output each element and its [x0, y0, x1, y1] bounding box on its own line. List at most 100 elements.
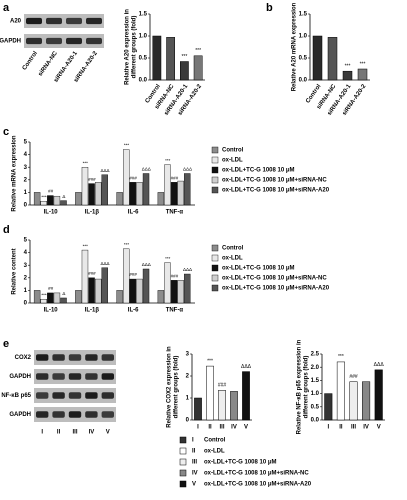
blot-band [52, 354, 65, 361]
significance-label: *** [207, 358, 213, 364]
significance-label: Δ [62, 194, 65, 199]
y-tick-label: 0.5 [139, 56, 148, 62]
bar [357, 68, 368, 81]
panel-label: b [266, 2, 273, 14]
bar [40, 201, 47, 206]
legend-label: ox-LDL+TC-G 1008 10 μM+siRNA-A20 [204, 482, 312, 488]
bar [116, 290, 123, 304]
legend-swatch [211, 186, 219, 194]
blot-band [101, 411, 114, 418]
legend-swatch [211, 284, 219, 292]
legend-label: ox-LDL+TC-G 1008 10 μM+siRNA-A20 [222, 188, 330, 194]
legend-swatch [211, 264, 219, 272]
y-tick-label: 4 [24, 152, 28, 158]
blot-band [52, 392, 65, 399]
legend-swatch [179, 447, 187, 455]
legend-swatch [211, 166, 219, 174]
bar [184, 273, 191, 304]
legend-code: III [192, 460, 197, 466]
bar [123, 248, 130, 304]
blot-row-label: GAPDH [9, 412, 31, 418]
y-tick-label: 0.5 [311, 404, 320, 410]
y-tick-label: 1.0 [299, 34, 308, 40]
x-tick-label: IL-10 [44, 308, 59, 314]
blot-band [52, 411, 65, 418]
x-tick-label: I [197, 425, 199, 431]
x-tick-label: TNF-α [166, 308, 184, 314]
legend-swatch [211, 244, 219, 252]
bar [123, 149, 130, 206]
y-axis-label: Relative A20 expression in [125, 9, 131, 85]
bar [142, 268, 150, 304]
bar [136, 278, 143, 304]
legend-swatch [211, 254, 219, 262]
x-tick-label: IL-1β [85, 308, 100, 314]
bar [47, 292, 54, 304]
y-axis-label: different groups (fold) [132, 16, 138, 79]
y-axis-label: Relative NF-κB p65 expression in [297, 339, 303, 434]
y-axis-label: different groups (fold) [304, 356, 310, 419]
bar [75, 290, 82, 304]
legend-swatch [179, 436, 187, 444]
significance-label: ### [129, 272, 137, 277]
legend-label: ox-LDL+TC-G 1008 10 μM+siRNA-NC [222, 178, 327, 184]
significance-label: *** [41, 194, 47, 199]
bar [177, 180, 184, 206]
y-tick-label: 0.5 [299, 56, 308, 62]
bar [47, 195, 54, 206]
significance-label: ΔΔΔ [101, 168, 110, 173]
legend-label: Control [222, 246, 244, 252]
blot-band [36, 392, 49, 399]
bar [164, 164, 171, 206]
panel-label: e [3, 338, 9, 350]
blot-band [68, 354, 82, 361]
significance-label: ## [48, 286, 54, 291]
significance-label: *** [83, 160, 89, 165]
panel-label: a [3, 2, 10, 14]
y-tick-label: 5 [24, 140, 28, 146]
legend-label: Control [204, 438, 226, 444]
significance-label: *** [83, 243, 89, 248]
y-tick-label: 0 [24, 203, 28, 209]
blot-row-label: GAPDH [9, 374, 31, 380]
bar [312, 35, 323, 81]
bar [40, 299, 47, 304]
x-tick-label: IV [231, 425, 237, 431]
bar [94, 278, 102, 304]
bar [170, 280, 178, 304]
blot-lane-label: V [106, 430, 110, 436]
blot-lane-label: IV [89, 430, 95, 436]
blot-band [46, 17, 62, 25]
legend-label: ox-LDL+TC-G 1008 10 μM [222, 266, 295, 272]
blot-lane-label: Control [22, 50, 39, 71]
y-tick-label: 3 [24, 165, 28, 171]
y-tick-label: 0.0 [139, 78, 148, 84]
y-tick-label: 1 [24, 288, 28, 294]
y-tick-label: 2.0 [311, 365, 320, 371]
legend-label: ox-LDL+TC-G 1008 10 μM+siRNA-A20 [222, 286, 330, 292]
blot-band [101, 373, 114, 380]
bar [157, 290, 165, 304]
significance-label: *** [41, 292, 47, 297]
blot-band [36, 411, 49, 418]
y-tick-label: 1.5 [311, 378, 320, 384]
bar [88, 183, 95, 206]
significance-label: ### [88, 271, 96, 276]
bar [33, 290, 41, 304]
blot-row-label: NF-κB p65 [1, 393, 31, 399]
bar [116, 192, 123, 206]
significance-label: ΔΔΔ [142, 167, 151, 172]
bar [362, 381, 371, 421]
bar [180, 61, 189, 81]
bar [230, 391, 238, 421]
significance-label: *** [345, 64, 351, 70]
legend-swatch [211, 274, 219, 282]
bar [142, 173, 150, 206]
legend-code: IV [192, 471, 198, 477]
significance-label: ### [218, 383, 227, 389]
bar [88, 277, 95, 304]
bar [81, 166, 89, 206]
legend-label: ox-LDL [222, 158, 243, 164]
bar [152, 35, 162, 81]
blot-band [85, 411, 98, 418]
